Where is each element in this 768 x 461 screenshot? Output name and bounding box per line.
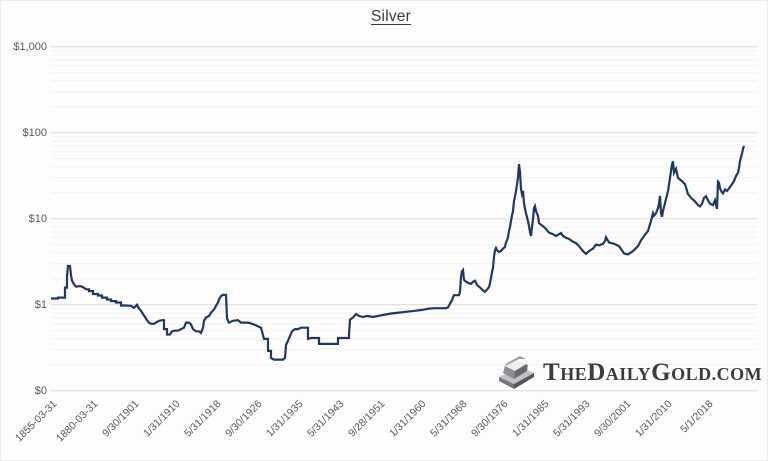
y-axis-tick-label: $1,000 — [13, 40, 47, 53]
watermark-letter-group: AILY — [605, 363, 652, 384]
y-axis-tick-label: $1 — [34, 298, 47, 311]
watermark-letter-group: D — [587, 358, 606, 386]
silver-ingot-icon — [499, 356, 534, 389]
watermark-letter-group: T — [543, 358, 561, 386]
watermark-letter-group: HE — [560, 363, 588, 384]
watermark-letter-group: .COM — [711, 363, 763, 384]
y-axis-tick-label: $0 — [34, 384, 47, 397]
watermark: THEDAILYGOLD.COM — [495, 347, 762, 393]
watermark-letter-group: G — [651, 358, 672, 386]
y-axis-tick-label: $100 — [22, 126, 47, 139]
chart-title: Silver — [371, 8, 411, 25]
silver-price-line — [51, 145, 746, 361]
y-axis-tick-label: $10 — [28, 212, 47, 225]
watermark-text: THEDAILYGOLD.COM — [543, 360, 762, 385]
watermark-letter-group: OLD — [671, 363, 712, 384]
